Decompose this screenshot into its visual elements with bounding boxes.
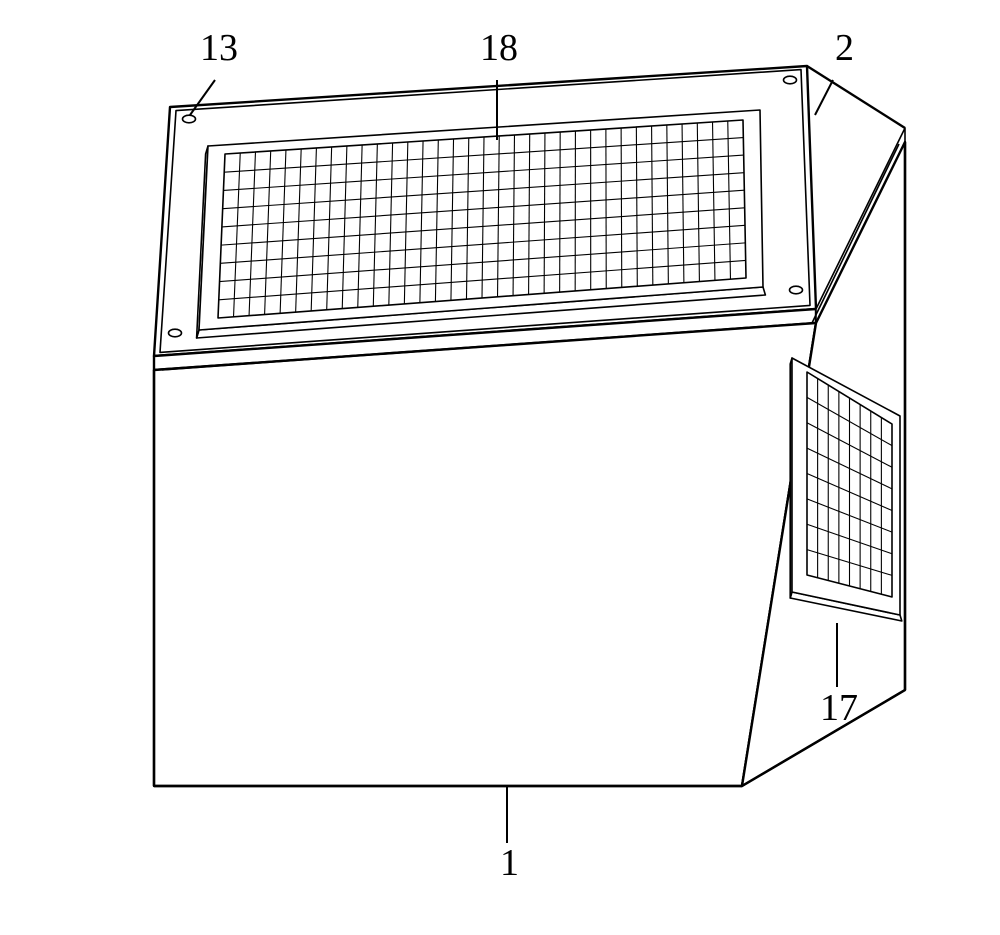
label-l18: 18: [480, 27, 518, 69]
label-l2: 2: [835, 27, 854, 69]
leader-line-l2: [815, 80, 833, 115]
label-l17: 17: [820, 687, 858, 729]
label-l1: 1: [500, 842, 519, 884]
label-l13: 13: [200, 27, 238, 69]
